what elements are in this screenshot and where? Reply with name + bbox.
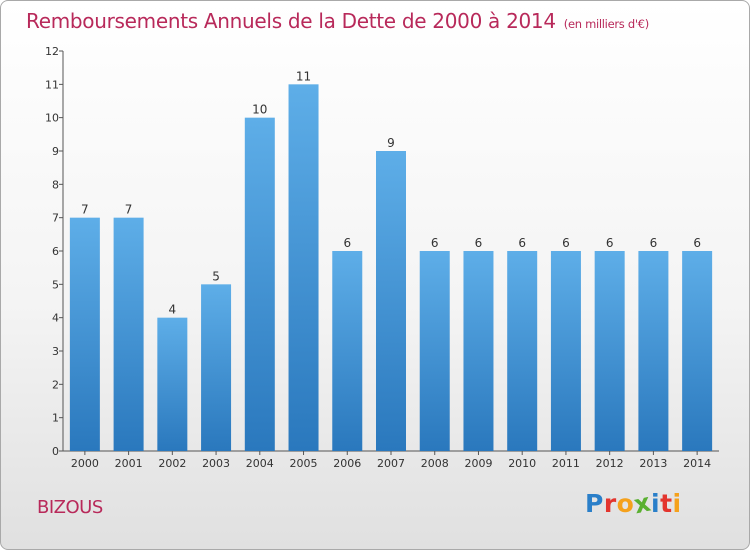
title-unit: (en milliers d'€)	[563, 17, 649, 31]
x-tick-label: 2010	[508, 457, 536, 470]
bar	[157, 317, 188, 451]
bar	[69, 217, 100, 451]
data-label: 4	[169, 303, 177, 317]
data-label: 6	[562, 236, 570, 250]
data-label: 5	[212, 269, 220, 283]
x-tick-label: 2005	[290, 457, 318, 470]
bar	[507, 251, 538, 451]
bar	[594, 251, 625, 451]
y-tick-label: 12	[45, 45, 59, 58]
title-main: Remboursements Annuels de la Dette de 20…	[26, 9, 556, 33]
y-tick-label: 5	[52, 278, 59, 291]
x-tick-label: 2003	[202, 457, 230, 470]
data-labels: 7 7 4 5 10 11 6 9 6 6 6 6 6 6 6	[81, 69, 701, 316]
brand-letter: t	[660, 489, 673, 518]
data-label: 6	[693, 236, 701, 250]
brand-letter: P	[585, 489, 604, 518]
bar	[244, 117, 275, 452]
y-tick-label: 7	[52, 212, 59, 225]
data-label: 6	[518, 236, 526, 250]
brand-letter: i	[651, 489, 661, 518]
x-tick-label: 2008	[421, 457, 449, 470]
bar	[201, 284, 232, 451]
x-tick-label: 2002	[158, 457, 186, 470]
y-tick-label: 0	[52, 445, 59, 458]
y-tick-label: 9	[52, 145, 59, 158]
data-label: 6	[475, 236, 483, 250]
data-label: 7	[125, 203, 133, 217]
bar	[113, 217, 144, 451]
x-tick-label: 2013	[639, 457, 667, 470]
x-tick-label: 2001	[115, 457, 143, 470]
x-tick-label: 2011	[552, 457, 580, 470]
data-label: 6	[650, 236, 658, 250]
y-tick-label: 10	[45, 112, 59, 125]
x-tick-label: 2004	[246, 457, 274, 470]
bar	[638, 251, 669, 451]
x-tick-label: 2000	[71, 457, 99, 470]
bars	[69, 84, 713, 452]
y-tick-label: 8	[52, 178, 59, 191]
brand-letter: o	[616, 489, 635, 518]
data-label: 11	[296, 69, 311, 83]
proxiti-logo: Proxiti	[585, 488, 682, 520]
bar	[550, 251, 581, 451]
y-tick-label: 6	[52, 245, 59, 258]
y-tick-label: 11	[45, 78, 59, 91]
data-label: 6	[431, 236, 439, 250]
brand-letter: r	[603, 489, 617, 518]
data-label: 9	[387, 136, 395, 150]
bar	[463, 251, 494, 451]
data-label: 7	[81, 203, 89, 217]
chart-title: Remboursements Annuels de la Dette de 20…	[26, 9, 649, 33]
y-tick-label: 3	[52, 345, 59, 358]
data-label: 10	[252, 103, 267, 117]
bar	[288, 84, 319, 451]
bar	[376, 151, 406, 451]
y-tick-label: 1	[52, 412, 59, 425]
x-tick-label: 2014	[683, 457, 711, 470]
bar	[332, 251, 363, 451]
data-label: 6	[606, 236, 614, 250]
data-label: 6	[343, 236, 351, 250]
y-tick-label: 2	[52, 378, 59, 391]
x-tick-label: 2012	[596, 457, 624, 470]
commune-name: BIZOUS	[37, 497, 103, 518]
x-tick-label: 2009	[464, 457, 492, 470]
y-tick-label: 4	[52, 312, 59, 325]
bar	[419, 251, 450, 451]
brand-letter: i	[672, 489, 682, 518]
x-tick-label: 2006	[333, 457, 361, 470]
bar	[682, 251, 713, 451]
x-tick-label: 2007	[377, 457, 405, 470]
